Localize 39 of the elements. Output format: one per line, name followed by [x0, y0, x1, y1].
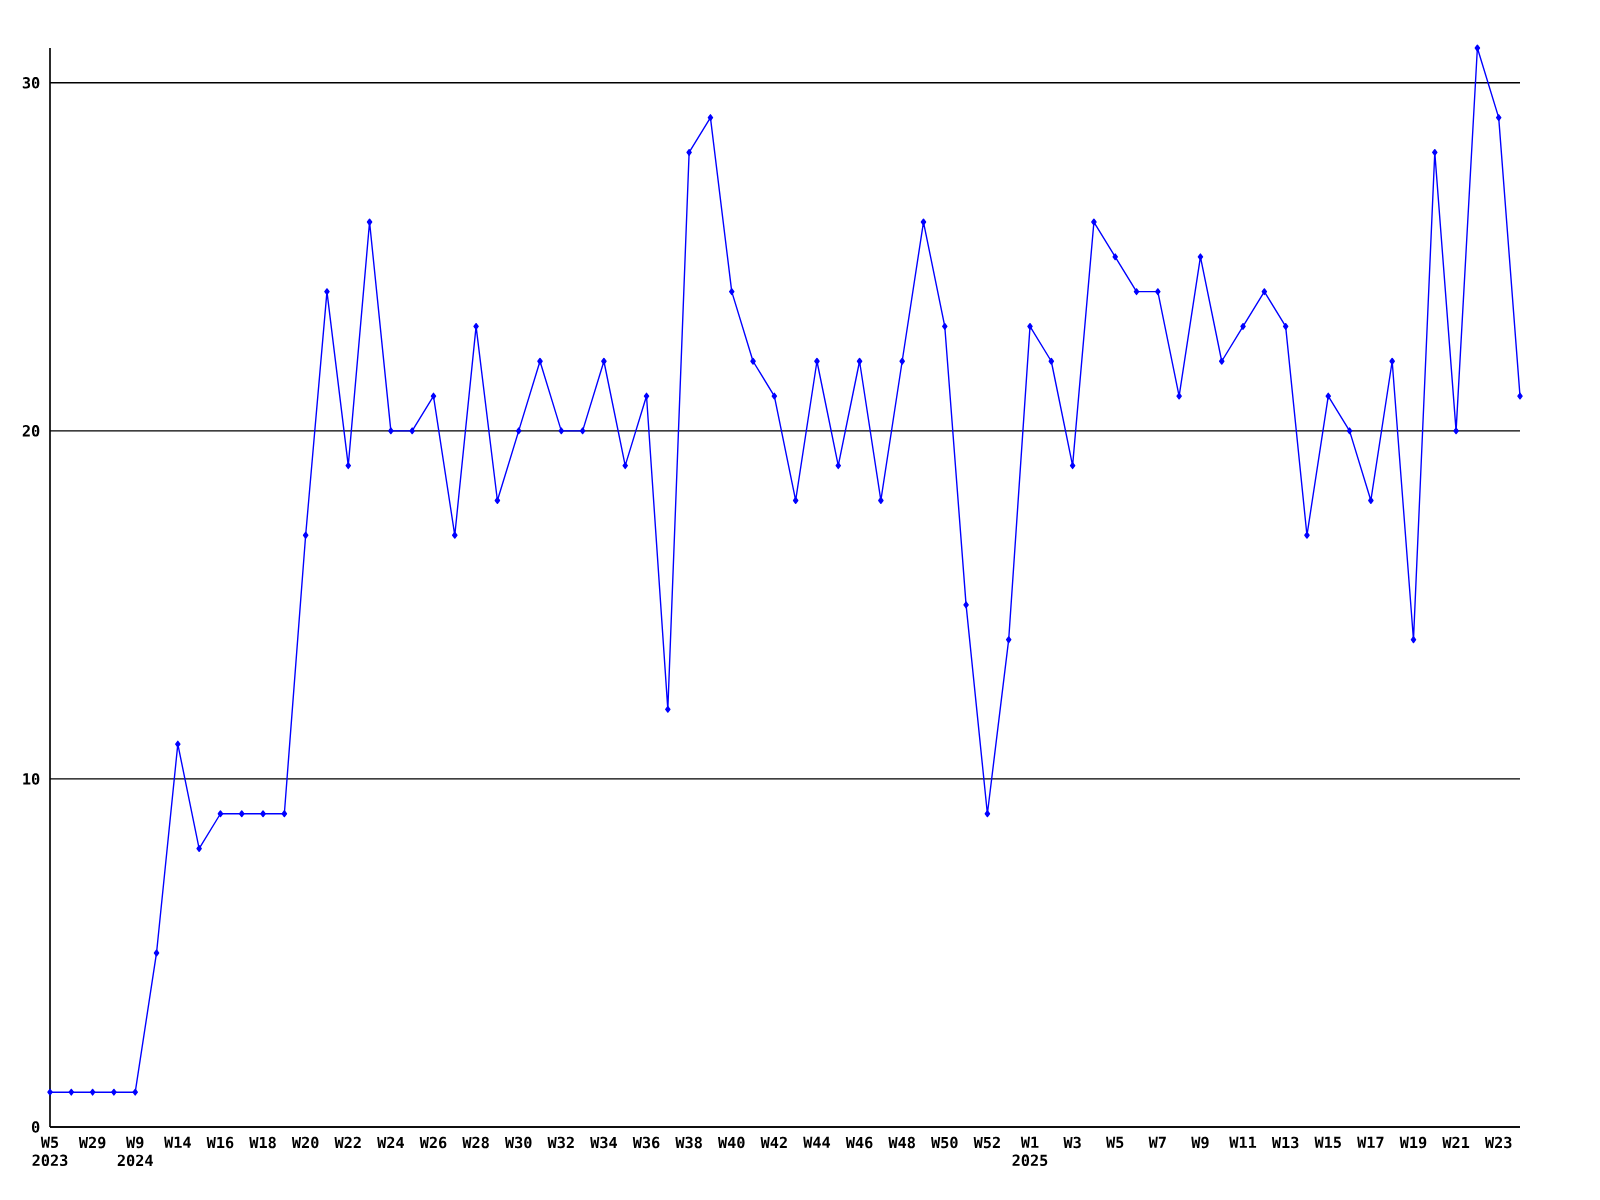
x-tick-label: W13: [1271, 1136, 1299, 1149]
x-tick-label: W19: [1399, 1136, 1427, 1149]
x-tick-label: W24: [377, 1136, 404, 1149]
x-tick-label: W9: [1191, 1136, 1209, 1149]
x-tick-label: W16: [206, 1136, 234, 1149]
x-tick-label: W40: [717, 1136, 745, 1149]
x-tick-label: W11: [1229, 1136, 1257, 1148]
x-tick-label: W14: [164, 1136, 191, 1148]
x-tick-label: W9 2024: [117, 1136, 153, 1167]
x-tick-label: W20: [291, 1136, 319, 1149]
x-tick-label: W44: [803, 1136, 831, 1148]
x-tick-label: W26: [419, 1136, 447, 1149]
x-tick-label: W48: [888, 1136, 915, 1149]
x-tick-label: W18: [249, 1136, 276, 1149]
x-tick-label: W23: [1484, 1136, 1512, 1149]
x-tick-label: W17: [1357, 1136, 1384, 1148]
x-tick-label: W42: [760, 1136, 787, 1149]
x-tick-label: W21: [1442, 1136, 1470, 1149]
x-tick-label: W3: [1063, 1136, 1081, 1149]
x-tick-label: W32: [547, 1136, 574, 1149]
x-tick-label: W38: [675, 1136, 702, 1149]
x-tick-label: W5 2023: [32, 1136, 68, 1167]
x-tick-label: W5: [1106, 1136, 1124, 1149]
x-tick-label: W29: [78, 1136, 106, 1149]
x-tick-label: W36: [632, 1136, 660, 1149]
y-tick-label: 10: [23, 773, 40, 785]
x-tick-label: W1 2025: [1012, 1136, 1048, 1167]
y-tick-label: 20: [22, 425, 40, 437]
x-tick-label: W15: [1314, 1136, 1341, 1149]
x-tick-label: W34: [590, 1136, 617, 1149]
x-tick-label: W52: [973, 1136, 1000, 1149]
y-tick-label: 0: [31, 1121, 40, 1133]
y-tick-label: 30: [22, 77, 40, 89]
x-tick-label: W28: [462, 1136, 489, 1149]
x-tick-label: W46: [845, 1136, 873, 1149]
x-tick-label: W30: [504, 1136, 532, 1149]
x-tick-label: W7: [1148, 1136, 1166, 1148]
x-tick-label: W50: [931, 1136, 958, 1149]
x-tick-label: W22: [334, 1136, 361, 1149]
